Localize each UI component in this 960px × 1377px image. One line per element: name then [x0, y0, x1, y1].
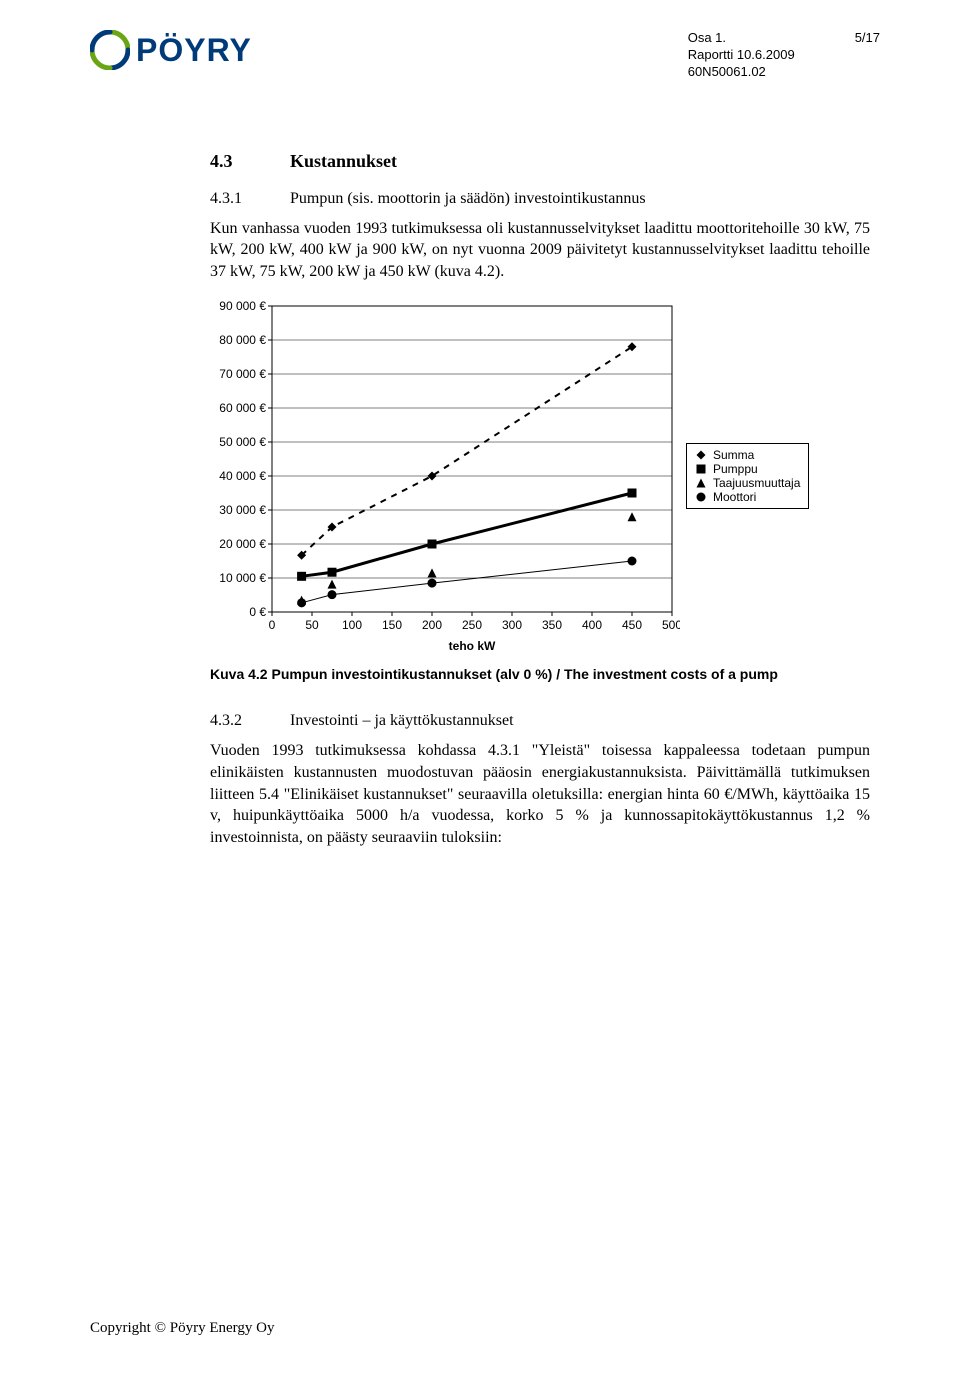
svg-text:200: 200 — [422, 618, 442, 632]
legend-label: Pumppu — [713, 462, 758, 476]
svg-text:300: 300 — [502, 618, 522, 632]
subsection-1-number: 4.3.1 — [210, 190, 260, 208]
footer-copyright: Copyright © Pöyry Energy Oy — [90, 1320, 274, 1337]
svg-text:60 000 €: 60 000 € — [219, 401, 266, 415]
svg-text:0: 0 — [269, 618, 276, 632]
header-docnum: 60N50061.02 — [688, 64, 795, 81]
legend-label: Summa — [713, 448, 754, 462]
svg-text:teho kW: teho kW — [449, 639, 496, 653]
subsection-2-number: 4.3.2 — [210, 712, 260, 730]
legend-label: Moottori — [713, 490, 756, 504]
logo-text: PÖYRY — [136, 32, 252, 69]
subsection-1-title: Pumpun (sis. moottorin ja säädön) invest… — [290, 190, 646, 208]
legend-item: Pumppu — [695, 462, 800, 476]
svg-text:30 000 €: 30 000 € — [219, 503, 266, 517]
legend-label: Taajuusmuuttaja — [713, 476, 800, 490]
subsection-1-heading: 4.3.1 Pumpun (sis. moottorin ja säädön) … — [210, 190, 870, 208]
header-meta: Osa 1. Raportti 10.6.2009 60N50061.02 5/… — [688, 30, 880, 81]
svg-text:80 000 €: 80 000 € — [219, 333, 266, 347]
legend-item: Moottori — [695, 490, 800, 504]
svg-text:90 000 €: 90 000 € — [219, 299, 266, 313]
section-title: Kustannukset — [290, 151, 397, 172]
svg-text:500: 500 — [662, 618, 680, 632]
header-pagenum: 5/17 — [855, 30, 880, 81]
legend-item: Taajuusmuuttaja — [695, 476, 800, 490]
svg-text:40 000 €: 40 000 € — [219, 469, 266, 483]
svg-text:70 000 €: 70 000 € — [219, 367, 266, 381]
section-number: 4.3 — [210, 151, 260, 172]
svg-text:150: 150 — [382, 618, 402, 632]
chart-legend: SummaPumppuTaajuusmuuttajaMoottori — [686, 443, 809, 509]
header-osa: Osa 1. — [688, 30, 795, 47]
svg-text:450: 450 — [622, 618, 642, 632]
chart-container: 0 € 10 000 € 20 000 € 30 000 € 40 000 € 50 00… — [210, 296, 870, 656]
svg-text:100: 100 — [342, 618, 362, 632]
svg-text:10 000 €: 10 000 € — [219, 571, 266, 585]
subsection-2-title: Investointi – ja käyttökustannukset — [290, 712, 514, 730]
subsection-2-heading: 4.3.2 Investointi – ja käyttökustannukse… — [210, 712, 870, 730]
svg-text:20 000 €: 20 000 € — [219, 537, 266, 551]
svg-text:250: 250 — [462, 618, 482, 632]
logo-icon — [90, 30, 130, 70]
subsection-2-para: Vuoden 1993 tutkimuksessa kohdassa 4.3.1… — [210, 740, 870, 848]
logo: PÖYRY — [90, 30, 252, 70]
svg-text:50: 50 — [305, 618, 319, 632]
investment-chart: 0 € 10 000 € 20 000 € 30 000 € 40 000 € 50 00… — [210, 296, 680, 656]
svg-text:400: 400 — [582, 618, 602, 632]
subsection-1-para: Kun vanhassa vuoden 1993 tutkimuksessa o… — [210, 218, 870, 283]
svg-text:0 €: 0 € — [249, 605, 266, 619]
page-header: PÖYRY Osa 1. Raportti 10.6.2009 60N50061… — [90, 30, 880, 81]
header-raportti: Raportti 10.6.2009 — [688, 47, 795, 64]
svg-text:350: 350 — [542, 618, 562, 632]
chart-caption: Kuva 4.2 Pumpun investointikustannukset … — [210, 666, 870, 682]
svg-text:50 000 €: 50 000 € — [219, 435, 266, 449]
section-heading: 4.3 Kustannukset — [210, 151, 870, 172]
legend-item: Summa — [695, 448, 800, 462]
